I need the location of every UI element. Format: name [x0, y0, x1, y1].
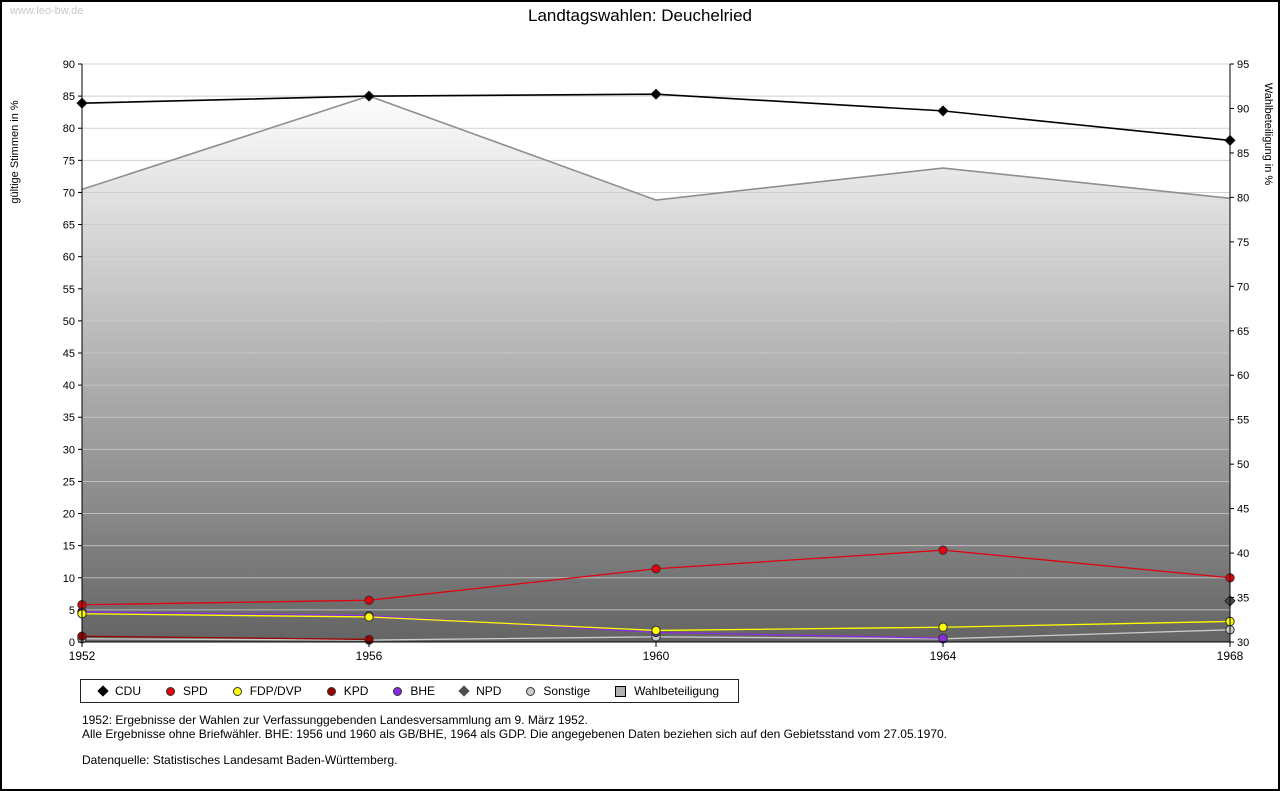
svg-text:90: 90	[63, 59, 75, 71]
svg-text:1952: 1952	[69, 649, 96, 663]
svg-text:85: 85	[1237, 148, 1249, 160]
legend-item-wahlbeteiligung: Wahlbeteiligung	[603, 684, 732, 698]
legend-item-kpd: KPD	[315, 684, 382, 698]
svg-text:40: 40	[63, 380, 75, 392]
svg-text:35: 35	[1237, 593, 1249, 605]
svg-text:70: 70	[1237, 281, 1249, 293]
right-axis-title: Wahlbeteiligung in %	[1262, 83, 1274, 186]
gridlines	[82, 63, 1230, 611]
legend-label: BHE	[410, 684, 436, 698]
wahlbeteiligung-line	[81, 95, 1231, 201]
svg-text:90: 90	[1237, 103, 1249, 115]
election-results-chart: 0 5 10 15 20 25 30 35 40 45 50 55 60 65 70 75 80 85 90 30 35…	[9, 59, 1274, 663]
svg-text:50: 50	[63, 316, 75, 328]
svg-text:95: 95	[1237, 59, 1249, 71]
svg-text:40: 40	[1237, 548, 1249, 560]
svg-text:1964: 1964	[930, 649, 957, 663]
bhe-marker-icon	[393, 686, 403, 696]
footnote-1: 1952: Ergebnisse der Wahlen zur Verfassu…	[82, 713, 588, 727]
cdu-marker-icon	[97, 685, 109, 697]
legend-item-npd: NPD	[448, 684, 514, 698]
svg-text:15: 15	[63, 541, 75, 553]
svg-text:20: 20	[63, 509, 75, 521]
svg-text:60: 60	[63, 252, 75, 264]
footnote-2: Alle Ergebnisse ohne Briefwähler. BHE: 1…	[82, 726, 948, 741]
svg-text:1968: 1968	[1217, 649, 1244, 663]
legend-item-spd: SPD	[154, 684, 221, 698]
page-title: Landtagswahlen: Deuchelried	[528, 6, 752, 25]
legend-label: Wahlbeteiligung	[634, 684, 720, 698]
series-spd	[77, 545, 1235, 610]
svg-text:10: 10	[63, 573, 75, 585]
svg-text:75: 75	[63, 155, 75, 167]
legend-label: FDP/DVP	[249, 684, 302, 698]
axis-tick-labels: 0 5 10 15 20 25 30 35 40 45 50 55 60 65 70 75 80 85 90 30 35…	[63, 59, 1250, 663]
legend-item-bhe: BHE	[381, 684, 448, 698]
sonstige-marker-icon	[526, 686, 536, 696]
legend-label: KPD	[343, 684, 369, 698]
spd-marker-icon	[166, 686, 175, 696]
npd-marker-icon	[458, 685, 470, 697]
legend-label: NPD	[476, 684, 502, 698]
svg-text:80: 80	[63, 123, 75, 135]
svg-text:45: 45	[1237, 504, 1249, 516]
svg-text:0: 0	[69, 637, 75, 649]
svg-text:45: 45	[63, 348, 75, 360]
svg-text:25: 25	[63, 476, 75, 488]
left-axis-title: gültige Stimmen in %	[9, 100, 21, 204]
svg-text:75: 75	[1237, 237, 1249, 249]
svg-text:1956: 1956	[356, 649, 383, 663]
legend-item-fdp-dvp: FDP/DVP	[221, 684, 315, 698]
svg-text:55: 55	[63, 284, 75, 296]
svg-text:65: 65	[1237, 326, 1249, 338]
legend-item-cdu: CDU	[87, 684, 154, 698]
svg-text:55: 55	[1237, 415, 1249, 427]
footnote-source: Datenquelle: Statistisches Landesamt Bad…	[82, 753, 398, 767]
watermark: www.leo-bw.de	[10, 5, 84, 17]
legend-item-sonstige: Sonstige	[514, 684, 603, 698]
svg-text:30: 30	[63, 444, 75, 456]
wahlbeteiligung-area	[82, 96, 1230, 642]
kpd-marker-icon	[326, 686, 336, 696]
svg-text:60: 60	[1237, 370, 1249, 382]
svg-text:65: 65	[63, 220, 75, 232]
series-fdp-dvp	[77, 609, 1235, 636]
svg-text:80: 80	[1237, 192, 1249, 204]
svg-text:1960: 1960	[643, 649, 670, 663]
fdp-dvp-marker-icon	[232, 686, 242, 696]
footnotes: 1952: Ergebnisse der Wahlen zur Verfassu…	[82, 713, 948, 768]
svg-text:35: 35	[63, 412, 75, 424]
chart-legend: CDU SPD FDP/DVP KPD BHE NPD Sonstige Wahlbeteil…	[80, 679, 740, 703]
svg-text:50: 50	[1237, 459, 1249, 471]
legend-label: SPD	[183, 684, 208, 698]
svg-text:30: 30	[1237, 637, 1249, 649]
svg-text:85: 85	[63, 91, 75, 103]
wahlbeteiligung-marker-icon	[615, 685, 627, 697]
legend-label: Sonstige	[543, 684, 591, 698]
legend-label: CDU	[115, 684, 141, 698]
svg-text:70: 70	[63, 187, 75, 199]
svg-text:5: 5	[69, 605, 75, 617]
